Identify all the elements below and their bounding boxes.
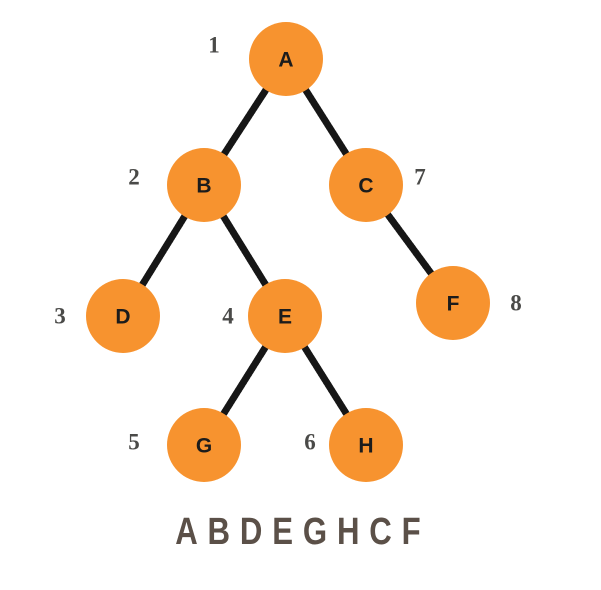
visit-order-labels: 1 2 7 3 4 8 5 6: [54, 33, 522, 455]
edge-b-e: [215, 206, 274, 295]
edge-c-f: [379, 204, 440, 284]
node-label: H: [358, 435, 373, 458]
visit-order-d: 3: [54, 304, 66, 329]
tree-nodes: A B C D E F G H: [86, 22, 490, 482]
tree-node-c: C: [329, 148, 403, 222]
node-circle: [86, 279, 160, 353]
edge-b-d: [134, 206, 193, 295]
tree-node-e: E: [248, 279, 322, 353]
node-label: G: [196, 435, 212, 458]
visit-order-b: 2: [128, 165, 140, 190]
node-label: A: [278, 49, 293, 72]
tree-node-a: A: [249, 22, 323, 96]
tree-node-h: H: [329, 408, 403, 482]
node-label: C: [358, 175, 373, 198]
node-label: D: [115, 306, 130, 329]
tree-edges: [134, 79, 440, 424]
node-label: B: [196, 175, 211, 198]
node-circle: [416, 266, 490, 340]
visit-order-f: 8: [510, 291, 522, 316]
edge-e-h: [296, 337, 355, 424]
visit-order-c: 7: [414, 165, 426, 190]
node-circle: [329, 148, 403, 222]
node-label: F: [447, 293, 460, 316]
traversal-sequence: ABDEGHCF: [175, 511, 431, 553]
node-circle: [249, 22, 323, 96]
node-label: E: [278, 306, 292, 329]
node-circle: [167, 408, 241, 482]
visit-order-e: 4: [222, 304, 234, 329]
edge-e-g: [215, 337, 274, 424]
tree-node-g: G: [167, 408, 241, 482]
tree-node-b: B: [167, 148, 241, 222]
node-circle: [248, 279, 322, 353]
visit-order-g: 5: [128, 430, 140, 455]
tree-node-d: D: [86, 279, 160, 353]
node-circle: [167, 148, 241, 222]
edge-a-c: [298, 79, 354, 165]
visit-order-h: 6: [304, 430, 316, 455]
edge-a-b: [216, 79, 274, 165]
tree-node-f: F: [416, 266, 490, 340]
visit-order-a: 1: [208, 33, 220, 58]
node-circle: [329, 408, 403, 482]
